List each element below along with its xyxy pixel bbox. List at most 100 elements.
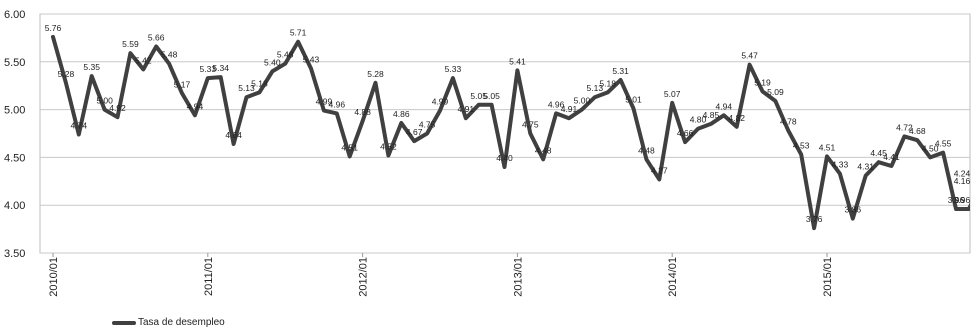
data-point xyxy=(554,111,558,115)
data-point xyxy=(296,40,300,44)
data-point xyxy=(335,111,339,115)
data-label: 5.00 xyxy=(96,96,113,106)
data-label: 5.42 xyxy=(135,55,152,65)
x-tick-label: 2012/01 xyxy=(358,257,370,297)
data-label: 4.94 xyxy=(716,101,733,111)
data-label: 5.40 xyxy=(264,57,281,67)
data-point xyxy=(90,74,94,78)
data-point xyxy=(967,207,970,211)
data-label: 4.48 xyxy=(535,145,552,155)
data-point xyxy=(77,132,81,136)
data-label: 5.19 xyxy=(754,77,771,87)
data-point xyxy=(696,127,700,131)
data-label: 5.48 xyxy=(277,50,294,60)
data-label: 4.41 xyxy=(883,152,900,162)
data-label: 5.48 xyxy=(161,50,178,60)
data-label: 4.45 xyxy=(870,148,887,158)
data-label: 5.31 xyxy=(612,66,629,76)
data-point xyxy=(361,119,365,123)
data-label: 3.86 xyxy=(845,205,862,215)
data-point xyxy=(490,103,494,107)
data-label: 4.48 xyxy=(638,145,655,155)
data-point xyxy=(399,121,403,125)
data-point xyxy=(283,62,287,66)
data-label: 5.17 xyxy=(174,79,191,89)
data-label: 4.99 xyxy=(432,97,449,107)
data-point xyxy=(503,165,506,169)
data-label: 4.33 xyxy=(832,160,849,170)
data-label: 4.96 xyxy=(548,99,565,109)
data-label: 4.99 xyxy=(316,97,333,107)
data-point xyxy=(877,160,881,164)
data-point xyxy=(541,157,545,161)
data-label: 4.94 xyxy=(187,101,204,111)
data-label: 5.59 xyxy=(122,39,139,49)
data-point xyxy=(116,115,119,119)
data-label: 5.34 xyxy=(212,63,229,73)
data-label: 4.51 xyxy=(819,142,836,152)
data-point xyxy=(167,62,171,66)
data-point xyxy=(348,154,352,158)
data-label: 4.72 xyxy=(896,122,913,132)
data-point xyxy=(270,69,274,73)
data-label: 4.51 xyxy=(341,142,358,152)
y-tick-label: 3.50 xyxy=(4,248,25,260)
data-label: 5.01 xyxy=(625,95,642,105)
data-label: 4.92 xyxy=(109,103,126,113)
data-point xyxy=(464,116,468,120)
data-point xyxy=(825,154,829,158)
legend-swatch-icon xyxy=(112,320,136,325)
data-point xyxy=(309,66,313,70)
data-point xyxy=(670,101,674,105)
y-tick-label: 4.00 xyxy=(4,200,25,212)
data-point xyxy=(954,207,958,211)
data-label: 5.13 xyxy=(238,83,255,93)
data-label: 5.43 xyxy=(303,54,320,64)
data-label: 4.91 xyxy=(458,104,475,114)
data-point xyxy=(786,129,790,133)
data-label: 4.86 xyxy=(393,109,410,119)
data-point xyxy=(902,134,906,138)
data-point xyxy=(51,35,55,39)
data-point xyxy=(593,95,597,99)
data-point xyxy=(915,138,919,142)
data-point xyxy=(206,76,210,80)
data-label: 3.96 xyxy=(954,195,971,205)
data-point xyxy=(851,217,855,221)
data-point xyxy=(683,140,687,144)
data-label: 4.88 xyxy=(354,107,371,117)
data-label: 4.24 xyxy=(954,168,971,178)
data-label: 5.71 xyxy=(290,28,307,38)
data-point xyxy=(735,125,739,129)
data-label: 4.82 xyxy=(728,113,745,123)
data-point xyxy=(709,122,713,126)
data-point xyxy=(528,132,532,135)
data-point xyxy=(451,76,455,80)
data-label: 4.80 xyxy=(690,115,707,125)
data-point xyxy=(412,139,416,143)
data-point xyxy=(245,95,248,99)
data-point xyxy=(141,67,145,71)
data-point xyxy=(154,45,158,49)
data-point xyxy=(761,89,764,93)
data-label: 5.00 xyxy=(574,96,591,106)
data-label: 4.75 xyxy=(419,120,436,130)
data-label: 5.28 xyxy=(367,69,384,79)
data-label: 4.91 xyxy=(561,104,578,114)
data-point xyxy=(812,226,816,230)
series-line xyxy=(51,34,970,231)
x-tick-label: 2015/01 xyxy=(822,257,834,297)
data-point xyxy=(438,109,442,113)
data-label: 5.35 xyxy=(83,62,100,72)
data-label: 4.85 xyxy=(703,110,720,120)
data-point xyxy=(941,151,945,155)
data-point xyxy=(890,164,893,168)
data-label: 4.68 xyxy=(909,126,926,136)
data-point xyxy=(838,172,842,176)
data-point xyxy=(580,108,584,112)
data-label: 4.78 xyxy=(780,117,797,127)
data-point xyxy=(619,78,623,82)
data-label: 5.28 xyxy=(58,69,75,79)
data-label: 5.41 xyxy=(509,56,526,66)
